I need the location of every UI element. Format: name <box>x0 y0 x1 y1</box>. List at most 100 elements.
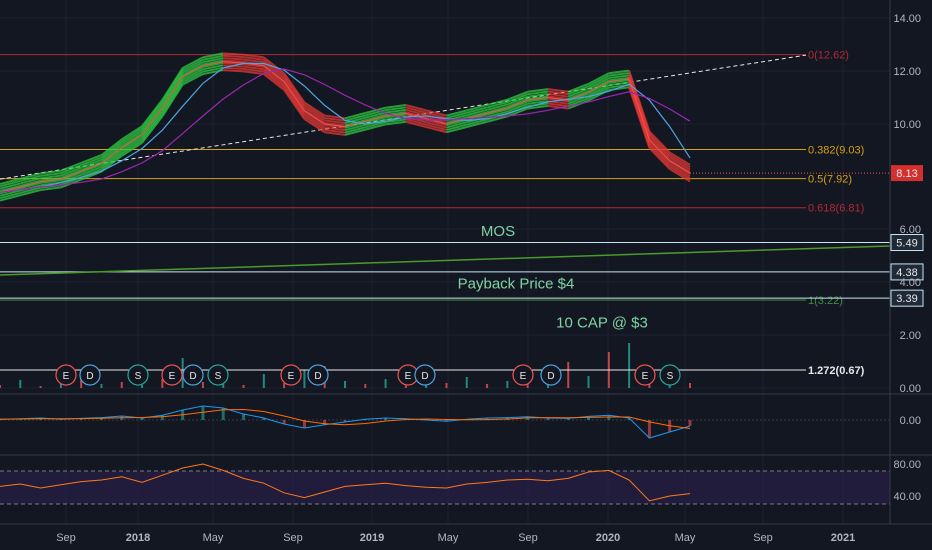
ribbon-segment <box>648 133 671 156</box>
ribbon-segment <box>466 104 488 112</box>
event-marker <box>79 364 101 386</box>
volume-bar <box>283 383 286 388</box>
event-marker <box>127 364 149 386</box>
event-marker-label: D <box>314 371 321 382</box>
ribbon-segment <box>141 99 164 127</box>
volume-bar <box>100 384 103 388</box>
ribbon-segment <box>648 147 671 170</box>
ribbon-segment <box>0 189 21 197</box>
ribbon-segment <box>141 113 164 142</box>
volume-bar <box>141 385 144 388</box>
price-axis[interactable]: 14.00 12.00 10.00 6.00 4.00 2.00 0.00 0.00 80.00… <box>893 13 921 503</box>
volume-bar <box>364 384 367 388</box>
ribbon-segment <box>344 116 366 125</box>
ribbon-segment <box>141 101 164 130</box>
ribbon-segment <box>669 163 691 178</box>
ribbon-segment <box>648 140 671 163</box>
ribbon-segment <box>141 103 164 132</box>
ribbon-segment <box>344 123 366 132</box>
time-tick-label: Sep <box>753 532 773 544</box>
event-marker <box>207 364 229 386</box>
ribbon-segment <box>324 119 346 125</box>
ribbon-segment <box>547 102 569 108</box>
ribbon-segment <box>608 81 630 87</box>
price-tick-label: 12.00 <box>893 66 921 78</box>
ribbon-segment <box>263 63 285 82</box>
event-marker-label: E <box>405 371 412 382</box>
ribbon-segment <box>324 124 346 129</box>
ribbon-segment <box>324 117 346 122</box>
ribbon-segment <box>567 87 589 98</box>
level-badge <box>890 289 924 307</box>
time-tick-label: 2018 <box>126 532 150 544</box>
macd-histogram-bar <box>647 420 651 438</box>
last-price-badge <box>891 165 923 182</box>
macd-histogram-bar <box>627 418 631 420</box>
ribbon-segment <box>405 104 427 112</box>
ribbon-segment <box>324 128 346 134</box>
ribbon-segment <box>324 126 346 132</box>
time-axis[interactable]: Sep 2018 May Sep 2019 May Sep 2020 May Sep 2021 <box>56 532 855 544</box>
ribbon-segment <box>100 152 123 171</box>
ribbon-segment <box>141 106 164 134</box>
ribbon-segment <box>263 56 285 75</box>
rsi-pane <box>0 463 890 505</box>
ribbon-segment <box>547 95 569 100</box>
macd-histogram-bar <box>343 420 347 422</box>
ribbon-segment <box>527 90 549 96</box>
volume-bar <box>587 376 590 388</box>
ribbon-segment <box>202 52 224 59</box>
ribbon-segment <box>182 58 204 72</box>
macd-signal-line <box>0 408 691 429</box>
ribbon-segment <box>141 115 164 144</box>
ribbon-segment <box>0 194 21 202</box>
ribbon-segment <box>60 169 82 179</box>
ribbon-segment <box>20 172 41 180</box>
ribbon-segment <box>466 106 488 114</box>
macd-histogram-bar <box>282 420 286 424</box>
ribbon-segment <box>263 66 285 84</box>
macd-histogram-bar <box>160 415 164 420</box>
ribbon-segment <box>608 79 630 84</box>
ribbon-segment <box>405 118 427 126</box>
macd-histogram-bar <box>688 420 692 426</box>
macd-tick-label: 0.00 <box>900 415 921 427</box>
volume-bar <box>506 381 509 388</box>
volume-bar <box>344 381 346 388</box>
ribbon-segment <box>223 59 244 63</box>
ribbon-segment <box>0 191 21 200</box>
ribbon-segment <box>506 95 529 106</box>
ribbon-segment <box>588 72 610 85</box>
ribbon-segment <box>0 184 21 193</box>
volume-bar <box>465 377 468 388</box>
time-tick-label: May <box>438 532 459 544</box>
macd-histogram-bar <box>140 418 144 420</box>
macd-histogram-bar <box>384 418 388 420</box>
rsi-tick-label: 40.00 <box>893 491 921 503</box>
ribbon-segment <box>486 103 508 111</box>
ribbon-segment <box>669 156 691 171</box>
ribbon-segment <box>547 92 569 98</box>
ribbon-segment <box>202 54 224 61</box>
ribbon-segment <box>283 84 306 115</box>
level-badge-label: 5.49 <box>896 238 917 250</box>
ribbon-segment <box>344 128 366 136</box>
ribbon-segment <box>486 101 508 109</box>
time-tick-label: Sep <box>283 532 303 544</box>
ribbon-segment <box>182 66 204 79</box>
ribbon-segment <box>40 174 62 180</box>
ribbon-segment <box>486 110 508 118</box>
ribbon-segment <box>40 172 62 177</box>
event-marker <box>659 364 681 386</box>
ribbon-segment <box>121 127 143 143</box>
annotations: MOS Payback Price $4 10 CAP @ $3 <box>458 223 648 331</box>
event-marker-label: D <box>189 371 196 382</box>
event-marker <box>634 364 656 386</box>
ribbon-segment <box>223 52 244 56</box>
ribbon-segment <box>446 109 468 117</box>
ribbon-segment <box>486 115 508 123</box>
macd-histogram-bar <box>607 415 611 420</box>
ribbon-segment <box>608 76 630 82</box>
